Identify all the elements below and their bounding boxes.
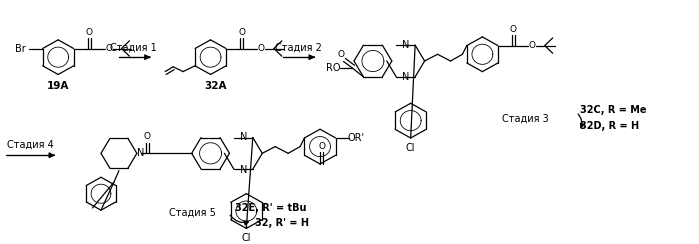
Text: Стадия 1: Стадия 1 bbox=[110, 42, 157, 52]
Text: N: N bbox=[137, 148, 145, 158]
Text: Cl: Cl bbox=[406, 142, 415, 152]
Text: Стадия 5: Стадия 5 bbox=[168, 208, 215, 218]
Text: Cl: Cl bbox=[242, 233, 251, 243]
Text: N: N bbox=[240, 132, 247, 142]
Text: 32D, R = H: 32D, R = H bbox=[580, 122, 639, 132]
Text: N: N bbox=[402, 40, 410, 50]
Text: O: O bbox=[510, 25, 517, 34]
Text: N: N bbox=[402, 72, 410, 82]
Text: Br: Br bbox=[15, 43, 26, 53]
Text: O: O bbox=[528, 41, 535, 50]
Text: Стадия 4: Стадия 4 bbox=[8, 140, 54, 150]
Text: O: O bbox=[238, 28, 245, 37]
Text: Стадия 3: Стадия 3 bbox=[503, 114, 549, 124]
Text: Стадия 2: Стадия 2 bbox=[275, 42, 322, 52]
Text: O: O bbox=[337, 50, 344, 59]
Text: 19A: 19A bbox=[47, 81, 69, 91]
Text: O: O bbox=[105, 44, 112, 53]
Text: O: O bbox=[144, 132, 151, 142]
Text: O: O bbox=[85, 28, 93, 37]
Text: 32E, R' = tBu: 32E, R' = tBu bbox=[236, 203, 307, 213]
Text: 32, R' = H: 32, R' = H bbox=[255, 218, 310, 228]
Text: 32C, R = Me: 32C, R = Me bbox=[580, 105, 647, 115]
Text: OR': OR' bbox=[347, 133, 364, 143]
Text: O: O bbox=[257, 44, 264, 53]
Text: 32A: 32A bbox=[204, 81, 226, 91]
Text: N: N bbox=[240, 165, 247, 175]
Text: RO: RO bbox=[326, 63, 341, 73]
Text: O: O bbox=[318, 142, 325, 151]
